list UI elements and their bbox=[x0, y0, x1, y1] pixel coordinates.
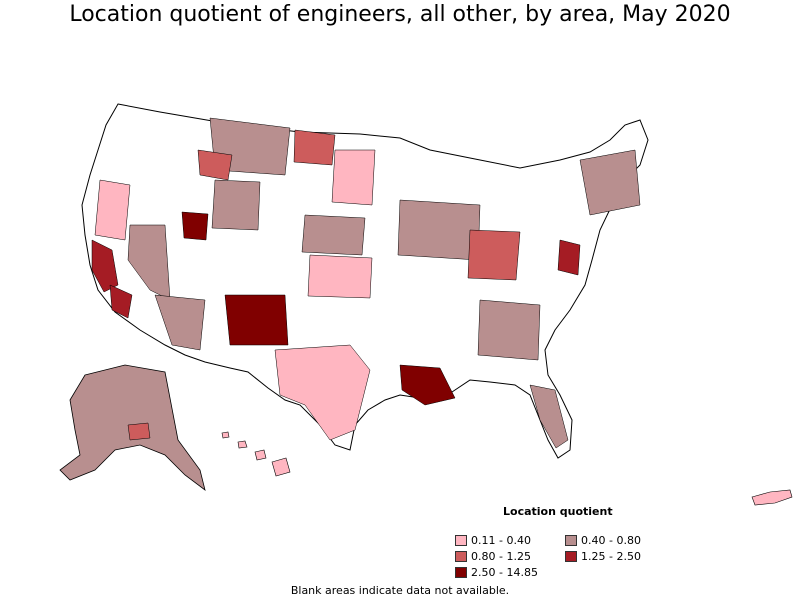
legend-item-0: 0.11 - 0.40 bbox=[455, 534, 565, 547]
legend-label: 1.25 - 2.50 bbox=[581, 550, 641, 563]
region-texas bbox=[274, 344, 371, 441]
footnote: Blank areas indicate data not available. bbox=[290, 584, 510, 597]
alaska-anchorage-area bbox=[127, 422, 151, 441]
map-title: Location quotient of engineers, all othe… bbox=[69, 2, 731, 27]
region-northeast bbox=[579, 149, 641, 216]
legend-item-2: 0.80 - 1.25 bbox=[455, 550, 565, 563]
region-florida bbox=[529, 384, 569, 449]
legend-label: 0.40 - 0.80 bbox=[581, 534, 641, 547]
legend-swatch bbox=[455, 535, 467, 546]
legend-title: Location quotient bbox=[503, 505, 613, 518]
legend-item-4: 2.50 - 14.85 bbox=[455, 566, 565, 579]
legend-swatch bbox=[565, 551, 577, 562]
legend-item-1: 0.40 - 0.80 bbox=[565, 534, 675, 547]
legend-swatch bbox=[455, 551, 467, 562]
region-ohio-valley bbox=[467, 229, 521, 281]
legend-label: 2.50 - 14.85 bbox=[471, 566, 538, 579]
region-mid-atlantic-hot bbox=[557, 239, 581, 276]
region-kansas bbox=[307, 254, 373, 299]
puerto-rico bbox=[751, 489, 793, 506]
legend: Location quotient 0.11 - 0.40 0.40 - 0.8… bbox=[455, 505, 685, 579]
region-dakotas-lowlq bbox=[331, 149, 376, 206]
legend-swatch bbox=[455, 567, 467, 578]
region-southeast bbox=[477, 299, 541, 361]
region-nevada bbox=[127, 224, 171, 301]
region-wyoming bbox=[211, 179, 261, 231]
hawaii-islands bbox=[221, 431, 291, 477]
region-arizona bbox=[154, 294, 206, 351]
region-west-lowlq bbox=[94, 179, 131, 241]
legend-label: 0.11 - 0.40 bbox=[471, 534, 531, 547]
region-north-dakota bbox=[293, 129, 336, 166]
region-nebraska bbox=[301, 214, 366, 256]
region-utah-hot bbox=[181, 211, 209, 241]
region-socal bbox=[109, 284, 133, 319]
legend-item-3: 1.25 - 2.50 bbox=[565, 550, 675, 563]
legend-swatch bbox=[565, 535, 577, 546]
legend-label: 0.80 - 1.25 bbox=[471, 550, 531, 563]
region-idaho bbox=[197, 149, 233, 181]
region-new-mexico-hot bbox=[224, 294, 289, 346]
region-louisiana-hot bbox=[399, 364, 456, 406]
region-midwest-mixed bbox=[397, 199, 481, 261]
